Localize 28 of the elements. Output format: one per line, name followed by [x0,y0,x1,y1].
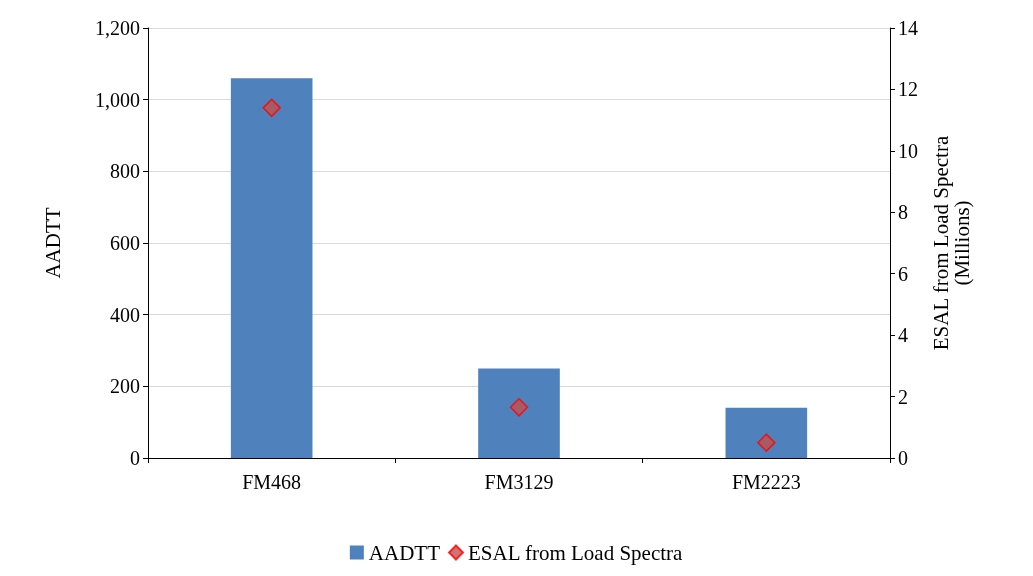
y2-tick-label: 4 [898,324,908,347]
x-tick-label: FM3129 [484,471,554,493]
y-tick-label: 1,200 [95,17,140,39]
legend-label: ESAL from Load Spectra [467,540,684,565]
y-tick-label: 800 [110,160,140,183]
y-tick-label: 400 [110,303,140,326]
bar [725,407,808,458]
y2-tick-label: 14 [898,17,918,39]
y2-tick-label: 10 [898,139,918,162]
point [757,433,776,452]
y-axis-title: AADTT [40,207,65,279]
y-tick-label: 200 [110,375,140,398]
y2-tick-label: 8 [898,201,908,224]
y2-tick-label: 0 [898,447,908,469]
legend-label: AADTT [368,540,441,565]
bar [478,368,560,458]
point [509,398,529,417]
y-tick-label: 0 [130,447,140,469]
point [262,98,281,118]
y2-tick-label: 12 [898,78,918,101]
x-tick-label: FM468 [242,471,302,493]
y2-axis-title: ESAL from Load Spectra (Millions) [928,135,974,351]
bar [230,78,313,458]
x-tick-label: FM2223 [731,471,801,493]
y2-tick-label: 6 [898,262,908,285]
y-tick-label: 1,000 [95,88,140,111]
y2-tick-label: 2 [898,385,908,408]
y-tick-label: 600 [110,232,140,254]
